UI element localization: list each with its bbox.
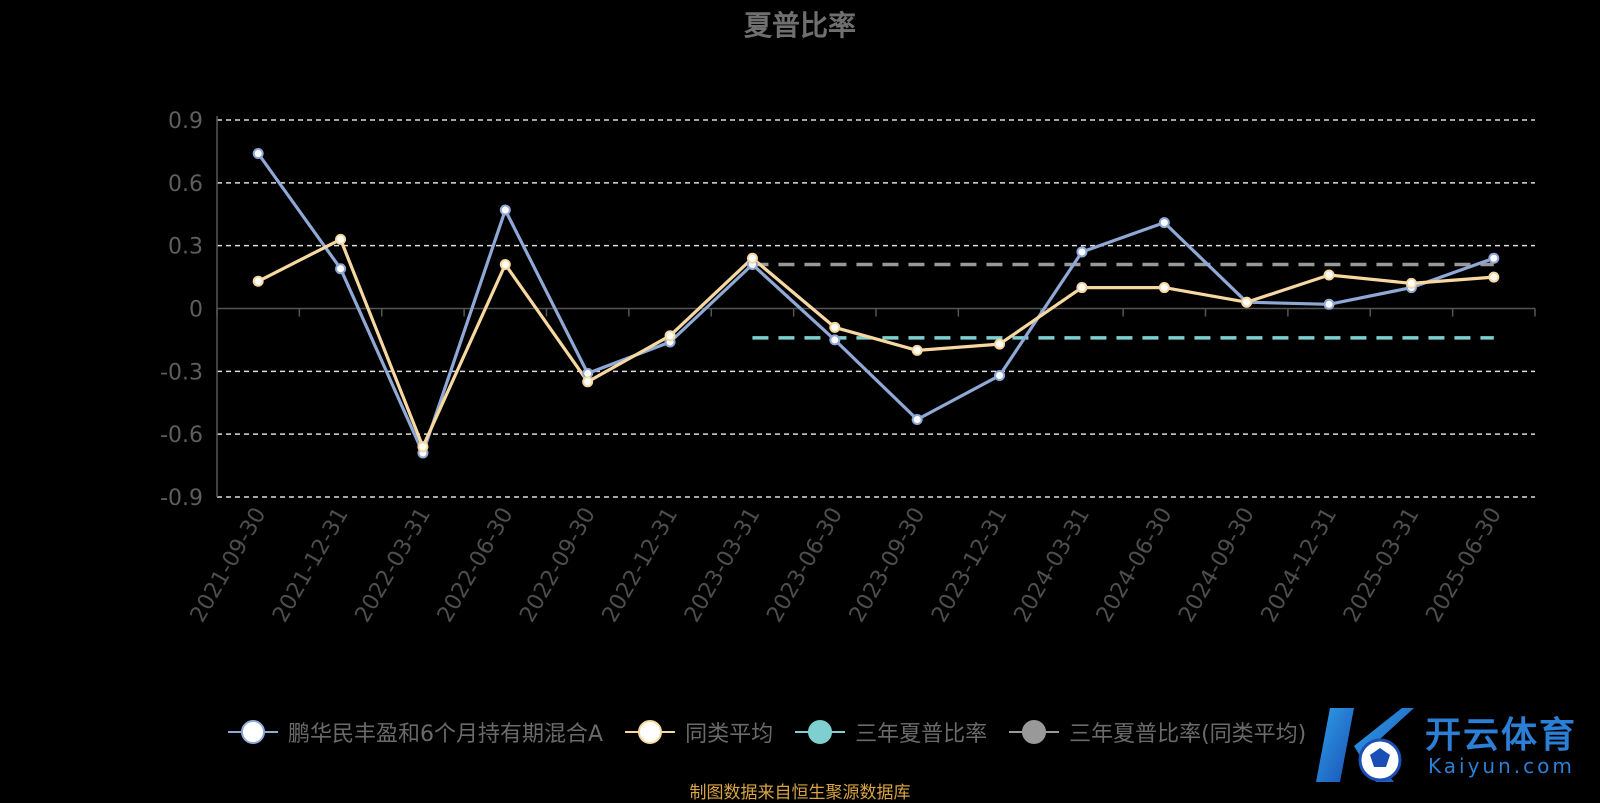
x-tick-label: 2022-03-31 [351,504,437,627]
data-point [1241,296,1253,308]
data-point [1405,277,1417,289]
data-point [746,252,758,264]
x-tick-label: 2022-12-31 [598,504,684,627]
reference-lines [752,262,1494,340]
data-point [417,441,429,453]
data-point [1323,269,1335,281]
data-source-note: 制图数据来自恒生聚源数据库 [689,783,911,803]
x-tick-label: 2022-06-30 [433,504,519,627]
x-tick-label: 2024-09-30 [1174,504,1260,627]
y-tick-label: 0.9 [168,109,203,134]
y-tick-label: -0.3 [160,360,203,385]
legend-marker-peer-average [625,719,676,745]
data-point [1488,252,1500,264]
legend-item-fund[interactable]: 鹏华民丰盈和6个月持有期混合A [228,716,603,748]
data-point [252,148,264,160]
axes: 0.9 0.6 0.3 0 -0.3 -0.6 -0.92021-09-302021-12-… [160,109,1536,627]
data-point [499,204,511,216]
legend-item-3y-sharpe-peer[interactable]: 三年夏普比率(同类平均) [1009,716,1306,748]
data-point [499,259,511,271]
data-point [1488,271,1500,283]
x-tick-label: 2021-12-31 [268,504,354,627]
y-tick-label: -0.6 [160,423,203,448]
data-point [829,321,841,333]
series-points [252,148,1500,459]
data-point [1076,246,1088,258]
data-point [994,338,1006,350]
legend-label-peer-average: 同类平均 [685,722,774,747]
kaiyun-watermark: 开云体育 Kaiyun.com [1310,700,1595,790]
data-point [1158,282,1170,294]
kaiyun-logo-icon [1316,708,1414,782]
data-point [664,330,676,342]
legend-marker-fund [228,719,278,745]
x-tick-label: 2025-06-30 [1421,504,1507,627]
data-point [335,233,347,245]
legend-item-3y-sharpe[interactable]: 三年夏普比率 [795,716,987,748]
grid-lines [217,119,1535,498]
x-tick-label: 2023-12-31 [927,504,1013,627]
data-point [1076,282,1088,294]
data-point [829,334,841,346]
data-point [335,263,347,275]
data-point [1158,217,1170,229]
y-tick-label: 0 [189,298,203,323]
x-tick-label: 2024-03-31 [1010,504,1096,627]
y-tick-label: 0.3 [168,235,203,260]
y-tick-label: 0.6 [168,172,203,197]
x-tick-label: 2025-03-31 [1339,504,1425,627]
chart-title: 夏普比率 [743,9,856,42]
data-point [252,275,264,287]
legend-label-3y-sharpe: 三年夏普比率 [855,722,988,747]
watermark-sub-text: Kaiyun.com [1428,754,1575,778]
x-tick-label: 2023-06-30 [762,504,848,627]
series-lines [256,152,1495,455]
series-line [256,152,1495,455]
data-point [911,414,923,426]
x-tick-label: 2024-06-30 [1092,504,1178,627]
data-point [911,344,923,356]
x-tick-label: 2023-09-30 [845,504,931,627]
legend-item-peer-average[interactable]: 同类平均 [625,716,773,748]
y-tick-label: -0.9 [160,486,203,511]
x-tick-label: 2024-12-31 [1257,504,1343,627]
series-line [257,237,1494,449]
x-tick-label: 2022-09-30 [515,504,601,627]
legend: 鹏华民丰盈和6个月持有期混合A 同类平均 三年夏普比率 三年夏普比率(同类平均) [228,716,1328,748]
data-point [582,376,594,388]
legend-label-3y-sharpe-peer: 三年夏普比率(同类平均) [1069,722,1307,747]
watermark-brand-text: 开云体育 [1425,715,1578,756]
legend-marker-3y-sharpe-peer [1009,719,1060,745]
data-point [994,370,1006,382]
sharpe-ratio-chart: 0.9 0.6 0.3 0 -0.3 -0.6 -0.92021-09-302021-12-… [160,109,1536,627]
x-tick-label: 2023-03-31 [680,504,766,627]
data-point [1323,298,1335,310]
legend-label-fund: 鹏华民丰盈和6个月持有期混合A [288,722,604,747]
x-tick-label: 2021-09-30 [186,504,272,627]
legend-marker-3y-sharpe [795,719,846,745]
